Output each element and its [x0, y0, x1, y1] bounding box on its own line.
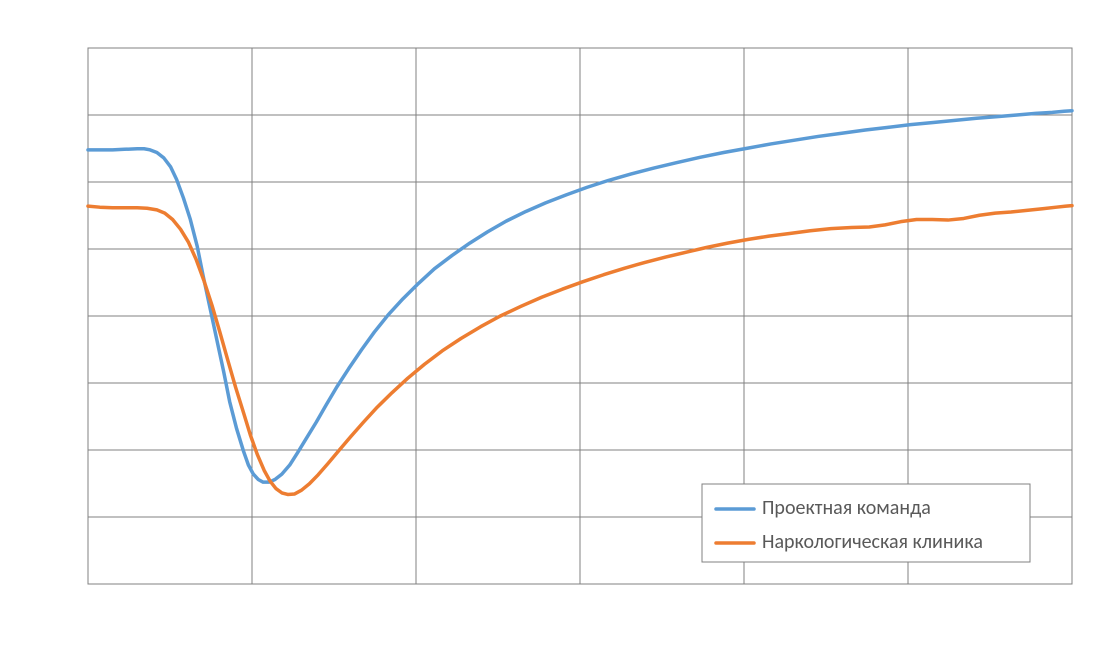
legend-label-0: Проектная команда [762, 496, 931, 520]
line-chart: Проектная команда Наркологическая клиника [0, 0, 1104, 661]
legend-label-1: Наркологическая клиника [762, 530, 983, 554]
legend: Проектная команда Наркологическая клиника [702, 484, 1030, 562]
